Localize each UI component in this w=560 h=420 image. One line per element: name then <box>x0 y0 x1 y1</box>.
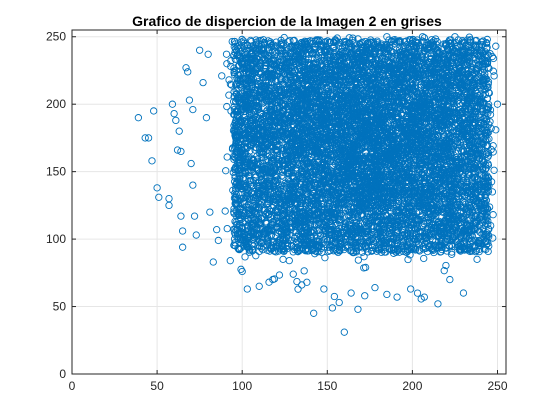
scatter-point <box>286 36 294 45</box>
scatter-point <box>330 292 339 301</box>
scatter-point <box>223 153 231 161</box>
scatter-point <box>231 173 239 182</box>
scatter-point <box>391 37 399 46</box>
scatter-point <box>454 184 462 192</box>
scatter-point <box>440 267 448 275</box>
scatter-point <box>238 223 246 231</box>
scatter-point <box>415 246 423 254</box>
scatter-points <box>134 33 502 336</box>
scatter-point <box>321 254 329 262</box>
scatter-point <box>448 250 456 258</box>
scatter-point <box>293 277 301 286</box>
scatter-point <box>222 50 231 58</box>
chart-title: Grafico de dispercion de la Imagen 2 en … <box>132 13 442 29</box>
